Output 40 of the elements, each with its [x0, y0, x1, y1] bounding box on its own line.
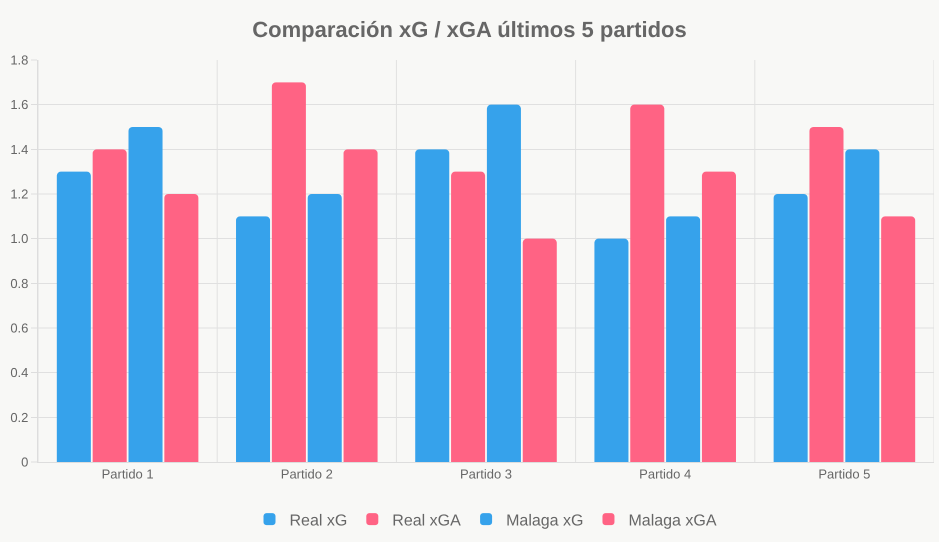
- bar: [630, 104, 664, 462]
- bar: [272, 82, 306, 462]
- bar: [881, 216, 916, 462]
- bar: [92, 149, 127, 462]
- y-tick-label: 0.4: [10, 365, 28, 380]
- x-tick-label: Partido 2: [280, 466, 333, 482]
- legend-label: Real xG: [290, 512, 348, 530]
- y-tick-label: 1.0: [10, 231, 28, 246]
- y-tick-label: 0.8: [10, 276, 28, 291]
- chart-title: Comparación xG / xGA últimos 5 partidos: [252, 17, 687, 42]
- y-tick-label: 0: [21, 454, 28, 470]
- bar: [522, 238, 557, 462]
- bar: [774, 194, 808, 462]
- bar: [308, 194, 342, 462]
- bar: [486, 104, 521, 462]
- legend-label: Malaga xG: [506, 512, 584, 530]
- x-tick-label: Partido 4: [639, 466, 692, 482]
- bar: [666, 216, 700, 462]
- bar: [415, 149, 450, 462]
- y-tick-label: 1.2: [10, 186, 28, 202]
- bar: [164, 194, 198, 462]
- bar: [809, 127, 844, 462]
- bar: [128, 127, 163, 462]
- bar: [236, 216, 270, 462]
- bar: [56, 172, 91, 462]
- bar: [344, 149, 378, 462]
- legend-label: Malaga xGA: [628, 512, 717, 530]
- y-tick-label: 1.4: [10, 142, 28, 157]
- y-tick-label: 0.6: [10, 320, 28, 336]
- y-tick-label: 1.6: [10, 97, 28, 112]
- y-tick-label: 1.8: [10, 52, 28, 68]
- x-tick-label: Partido 5: [818, 466, 870, 482]
- bar: [702, 172, 736, 462]
- bar: [594, 238, 628, 462]
- x-tick-label: Partido 1: [102, 466, 154, 482]
- bar: [451, 172, 486, 462]
- x-tick-label: Partido 3: [460, 466, 512, 482]
- y-tick-label: 0.2: [10, 410, 28, 425]
- bar: [845, 149, 880, 462]
- legend-label: Real xGA: [392, 512, 462, 530]
